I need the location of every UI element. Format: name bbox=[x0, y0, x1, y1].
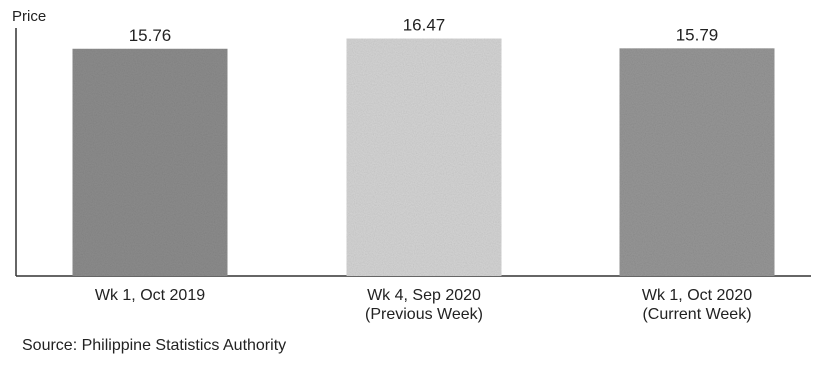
bar-1 bbox=[72, 48, 228, 277]
x-tick-label-3: Wk 1, Oct 2020 bbox=[642, 287, 752, 304]
source-note: Source: Philippine Statistics Authority bbox=[22, 337, 287, 354]
bar-value-label-3: 15.79 bbox=[676, 25, 719, 44]
bar-3 bbox=[619, 48, 775, 276]
x-tick-label-3-sub: (Current Week) bbox=[642, 306, 751, 323]
y-axis-label: Price bbox=[12, 8, 46, 25]
bar-value-label-1: 15.76 bbox=[129, 26, 172, 45]
bar-2 bbox=[346, 38, 502, 277]
bar-value-label-2: 16.47 bbox=[403, 16, 446, 35]
x-tick-label-1: Wk 1, Oct 2019 bbox=[95, 287, 205, 304]
x-tick-label-2: Wk 4, Sep 2020 bbox=[367, 287, 481, 304]
x-tick-label-2-sub: (Previous Week) bbox=[365, 306, 483, 323]
